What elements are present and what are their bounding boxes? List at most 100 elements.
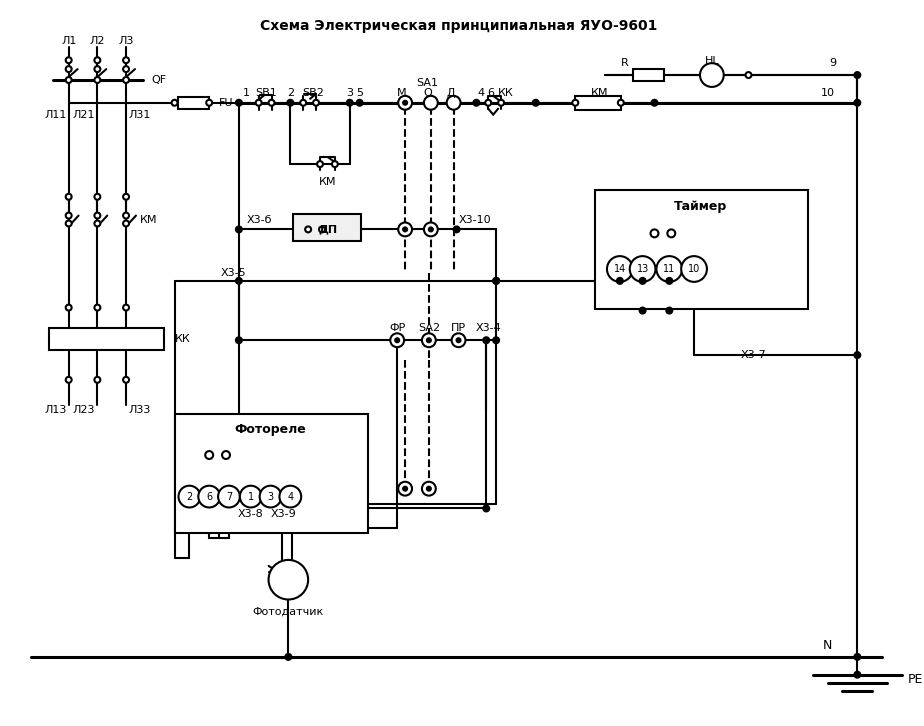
Circle shape — [66, 377, 72, 383]
Text: Таймер: Таймер — [675, 200, 727, 213]
Text: ПР: ПР — [451, 323, 466, 333]
Circle shape — [94, 194, 101, 200]
Circle shape — [403, 486, 407, 491]
Text: 2: 2 — [286, 88, 294, 98]
Circle shape — [206, 99, 213, 106]
Bar — [595, 189, 808, 309]
Text: 4: 4 — [287, 492, 294, 502]
Circle shape — [427, 338, 431, 342]
Circle shape — [656, 256, 682, 282]
Circle shape — [199, 486, 220, 507]
Text: 1: 1 — [248, 492, 254, 502]
Text: 10: 10 — [821, 88, 834, 98]
Text: КМ: КМ — [591, 88, 609, 98]
Circle shape — [305, 227, 311, 232]
Text: 13: 13 — [637, 264, 649, 274]
Circle shape — [123, 66, 129, 72]
Text: QF: QF — [152, 75, 167, 85]
Text: 9: 9 — [829, 58, 836, 68]
Text: ДП: ДП — [319, 224, 337, 234]
Circle shape — [855, 72, 860, 78]
Circle shape — [172, 99, 177, 106]
Text: SB2: SB2 — [302, 88, 324, 98]
Bar — [576, 96, 621, 110]
Text: Х3-8: Х3-8 — [237, 510, 263, 519]
Circle shape — [319, 227, 325, 232]
Text: Д: Д — [446, 88, 455, 98]
Text: 6: 6 — [206, 492, 213, 502]
Circle shape — [666, 308, 673, 314]
Text: SA1: SA1 — [416, 78, 438, 88]
Text: Х3-7: Х3-7 — [740, 350, 766, 360]
Text: HL: HL — [705, 56, 719, 66]
Text: Схема Электрическая принципиальная ЯУО-9601: Схема Электрическая принципиальная ЯУО-9… — [260, 19, 657, 33]
Circle shape — [286, 654, 291, 660]
Circle shape — [666, 278, 673, 284]
Text: PE: PE — [907, 673, 923, 686]
Circle shape — [607, 256, 633, 282]
Circle shape — [667, 229, 675, 237]
Bar — [293, 213, 360, 241]
Circle shape — [279, 486, 301, 507]
Circle shape — [533, 99, 539, 106]
Circle shape — [260, 486, 282, 507]
Circle shape — [485, 99, 492, 106]
Bar — [633, 69, 664, 81]
Circle shape — [639, 308, 646, 314]
Circle shape — [94, 213, 101, 219]
Text: 10: 10 — [688, 264, 700, 274]
Text: R: R — [621, 58, 628, 68]
Circle shape — [218, 486, 240, 507]
Text: N: N — [823, 638, 833, 651]
Circle shape — [123, 77, 129, 83]
Circle shape — [700, 63, 723, 87]
Circle shape — [66, 213, 72, 219]
Text: Л21: Л21 — [73, 110, 95, 120]
Circle shape — [403, 227, 407, 232]
Text: Фотореле: Фотореле — [235, 423, 307, 436]
Circle shape — [650, 229, 659, 237]
Text: Л1: Л1 — [61, 36, 77, 46]
Circle shape — [429, 227, 432, 232]
Circle shape — [205, 451, 213, 459]
Circle shape — [422, 333, 436, 347]
Text: Фотодатчик: Фотодатчик — [253, 606, 324, 616]
Text: М: М — [397, 88, 407, 98]
Text: Х3-9: Х3-9 — [271, 510, 297, 519]
Circle shape — [855, 654, 860, 660]
Text: 3: 3 — [346, 88, 353, 98]
Circle shape — [390, 333, 404, 347]
Circle shape — [398, 222, 412, 237]
Circle shape — [395, 338, 399, 342]
Circle shape — [456, 338, 460, 342]
Circle shape — [483, 338, 489, 343]
Circle shape — [357, 99, 362, 106]
Circle shape — [424, 222, 438, 237]
Circle shape — [424, 96, 438, 110]
Circle shape — [94, 66, 101, 72]
Text: КК: КК — [175, 334, 190, 344]
Circle shape — [66, 194, 72, 200]
Circle shape — [403, 101, 407, 105]
Circle shape — [630, 256, 655, 282]
Circle shape — [454, 227, 459, 232]
Text: 5: 5 — [356, 88, 363, 98]
Circle shape — [422, 482, 436, 496]
Text: 1: 1 — [243, 88, 250, 98]
Circle shape — [94, 221, 101, 227]
Circle shape — [123, 221, 129, 227]
Circle shape — [123, 305, 129, 311]
Circle shape — [123, 57, 129, 63]
Circle shape — [313, 99, 319, 106]
Text: Л3: Л3 — [118, 36, 134, 46]
Circle shape — [617, 278, 623, 284]
Circle shape — [256, 99, 261, 106]
Text: Л11: Л11 — [44, 110, 67, 120]
Circle shape — [332, 161, 338, 167]
Text: Х3-б: Х3-б — [247, 214, 273, 224]
Circle shape — [66, 221, 72, 227]
Circle shape — [269, 560, 308, 600]
Text: Л31: Л31 — [128, 110, 151, 120]
Text: 2: 2 — [187, 492, 192, 502]
Circle shape — [427, 486, 431, 491]
